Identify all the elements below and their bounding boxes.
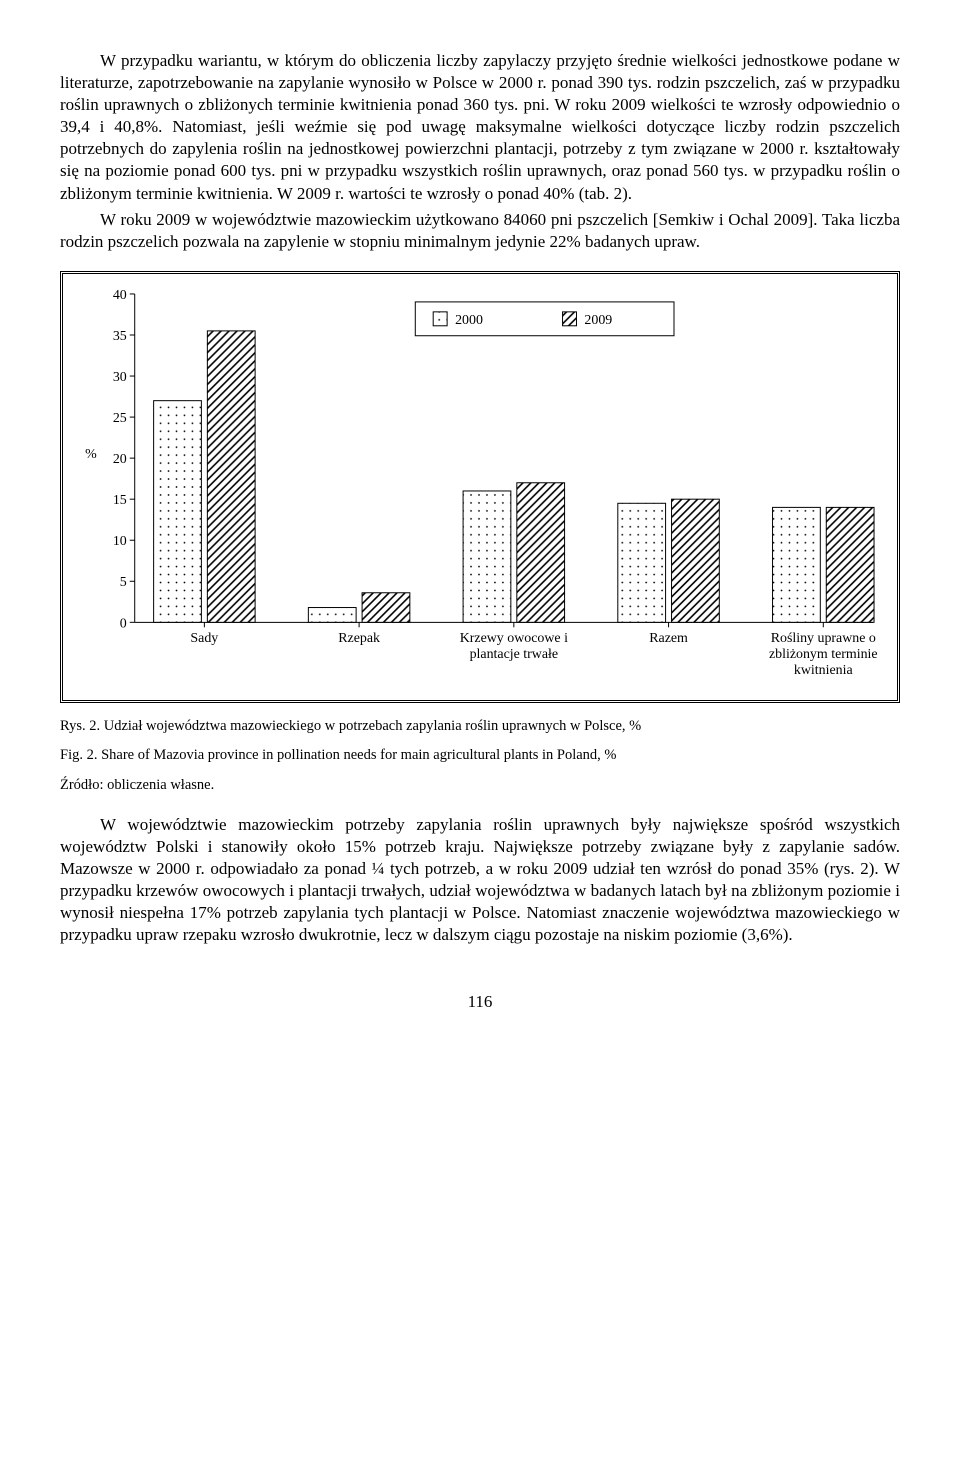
paragraph-3: W województwie mazowieckim potrzeby zapy… (60, 814, 900, 947)
svg-text:%: % (85, 447, 97, 462)
page-number: 116 (60, 992, 900, 1012)
svg-text:15: 15 (113, 493, 127, 508)
svg-text:plantacje trwałe: plantacje trwałe (470, 647, 559, 662)
bar-chart: 0 5 10 15 20 25 30 35 40% Sady Rzepak Krzewy owocow… (77, 284, 883, 692)
svg-text:40: 40 (113, 288, 127, 303)
svg-text:Razem: Razem (649, 631, 688, 646)
figure-caption-pl: Rys. 2. Udział województwa mazowieckiego… (60, 717, 900, 737)
svg-text:30: 30 (113, 370, 127, 385)
svg-text:5: 5 (120, 575, 127, 590)
svg-text:Rośliny uprawne o: Rośliny uprawne o (771, 631, 876, 646)
svg-text:Sady: Sady (190, 631, 218, 646)
svg-text:25: 25 (113, 411, 127, 426)
paragraph-2: W roku 2009 w województwie mazowieckim u… (60, 209, 900, 253)
chart-container: 0 5 10 15 20 25 30 35 40% Sady Rzepak Krzewy owocow… (60, 271, 900, 703)
svg-text:2000: 2000 (455, 313, 483, 328)
svg-text:kwitnienia: kwitnienia (794, 663, 853, 678)
paragraph-1: W przypadku wariantu, w którym do oblicz… (60, 50, 900, 205)
svg-text:35: 35 (113, 329, 127, 344)
svg-text:20: 20 (113, 452, 127, 467)
svg-text:10: 10 (113, 534, 127, 549)
svg-text:zbliżonym terminie: zbliżonym terminie (769, 647, 878, 662)
figure-caption-en: Fig. 2. Share of Mazovia province in pol… (60, 746, 900, 766)
svg-text:2009: 2009 (584, 313, 612, 328)
figure-source: Źródło: obliczenia własne. (60, 776, 900, 796)
svg-text:Krzewy owocowe i: Krzewy owocowe i (460, 631, 568, 646)
svg-text:0: 0 (120, 616, 127, 631)
svg-text:Rzepak: Rzepak (338, 631, 380, 646)
